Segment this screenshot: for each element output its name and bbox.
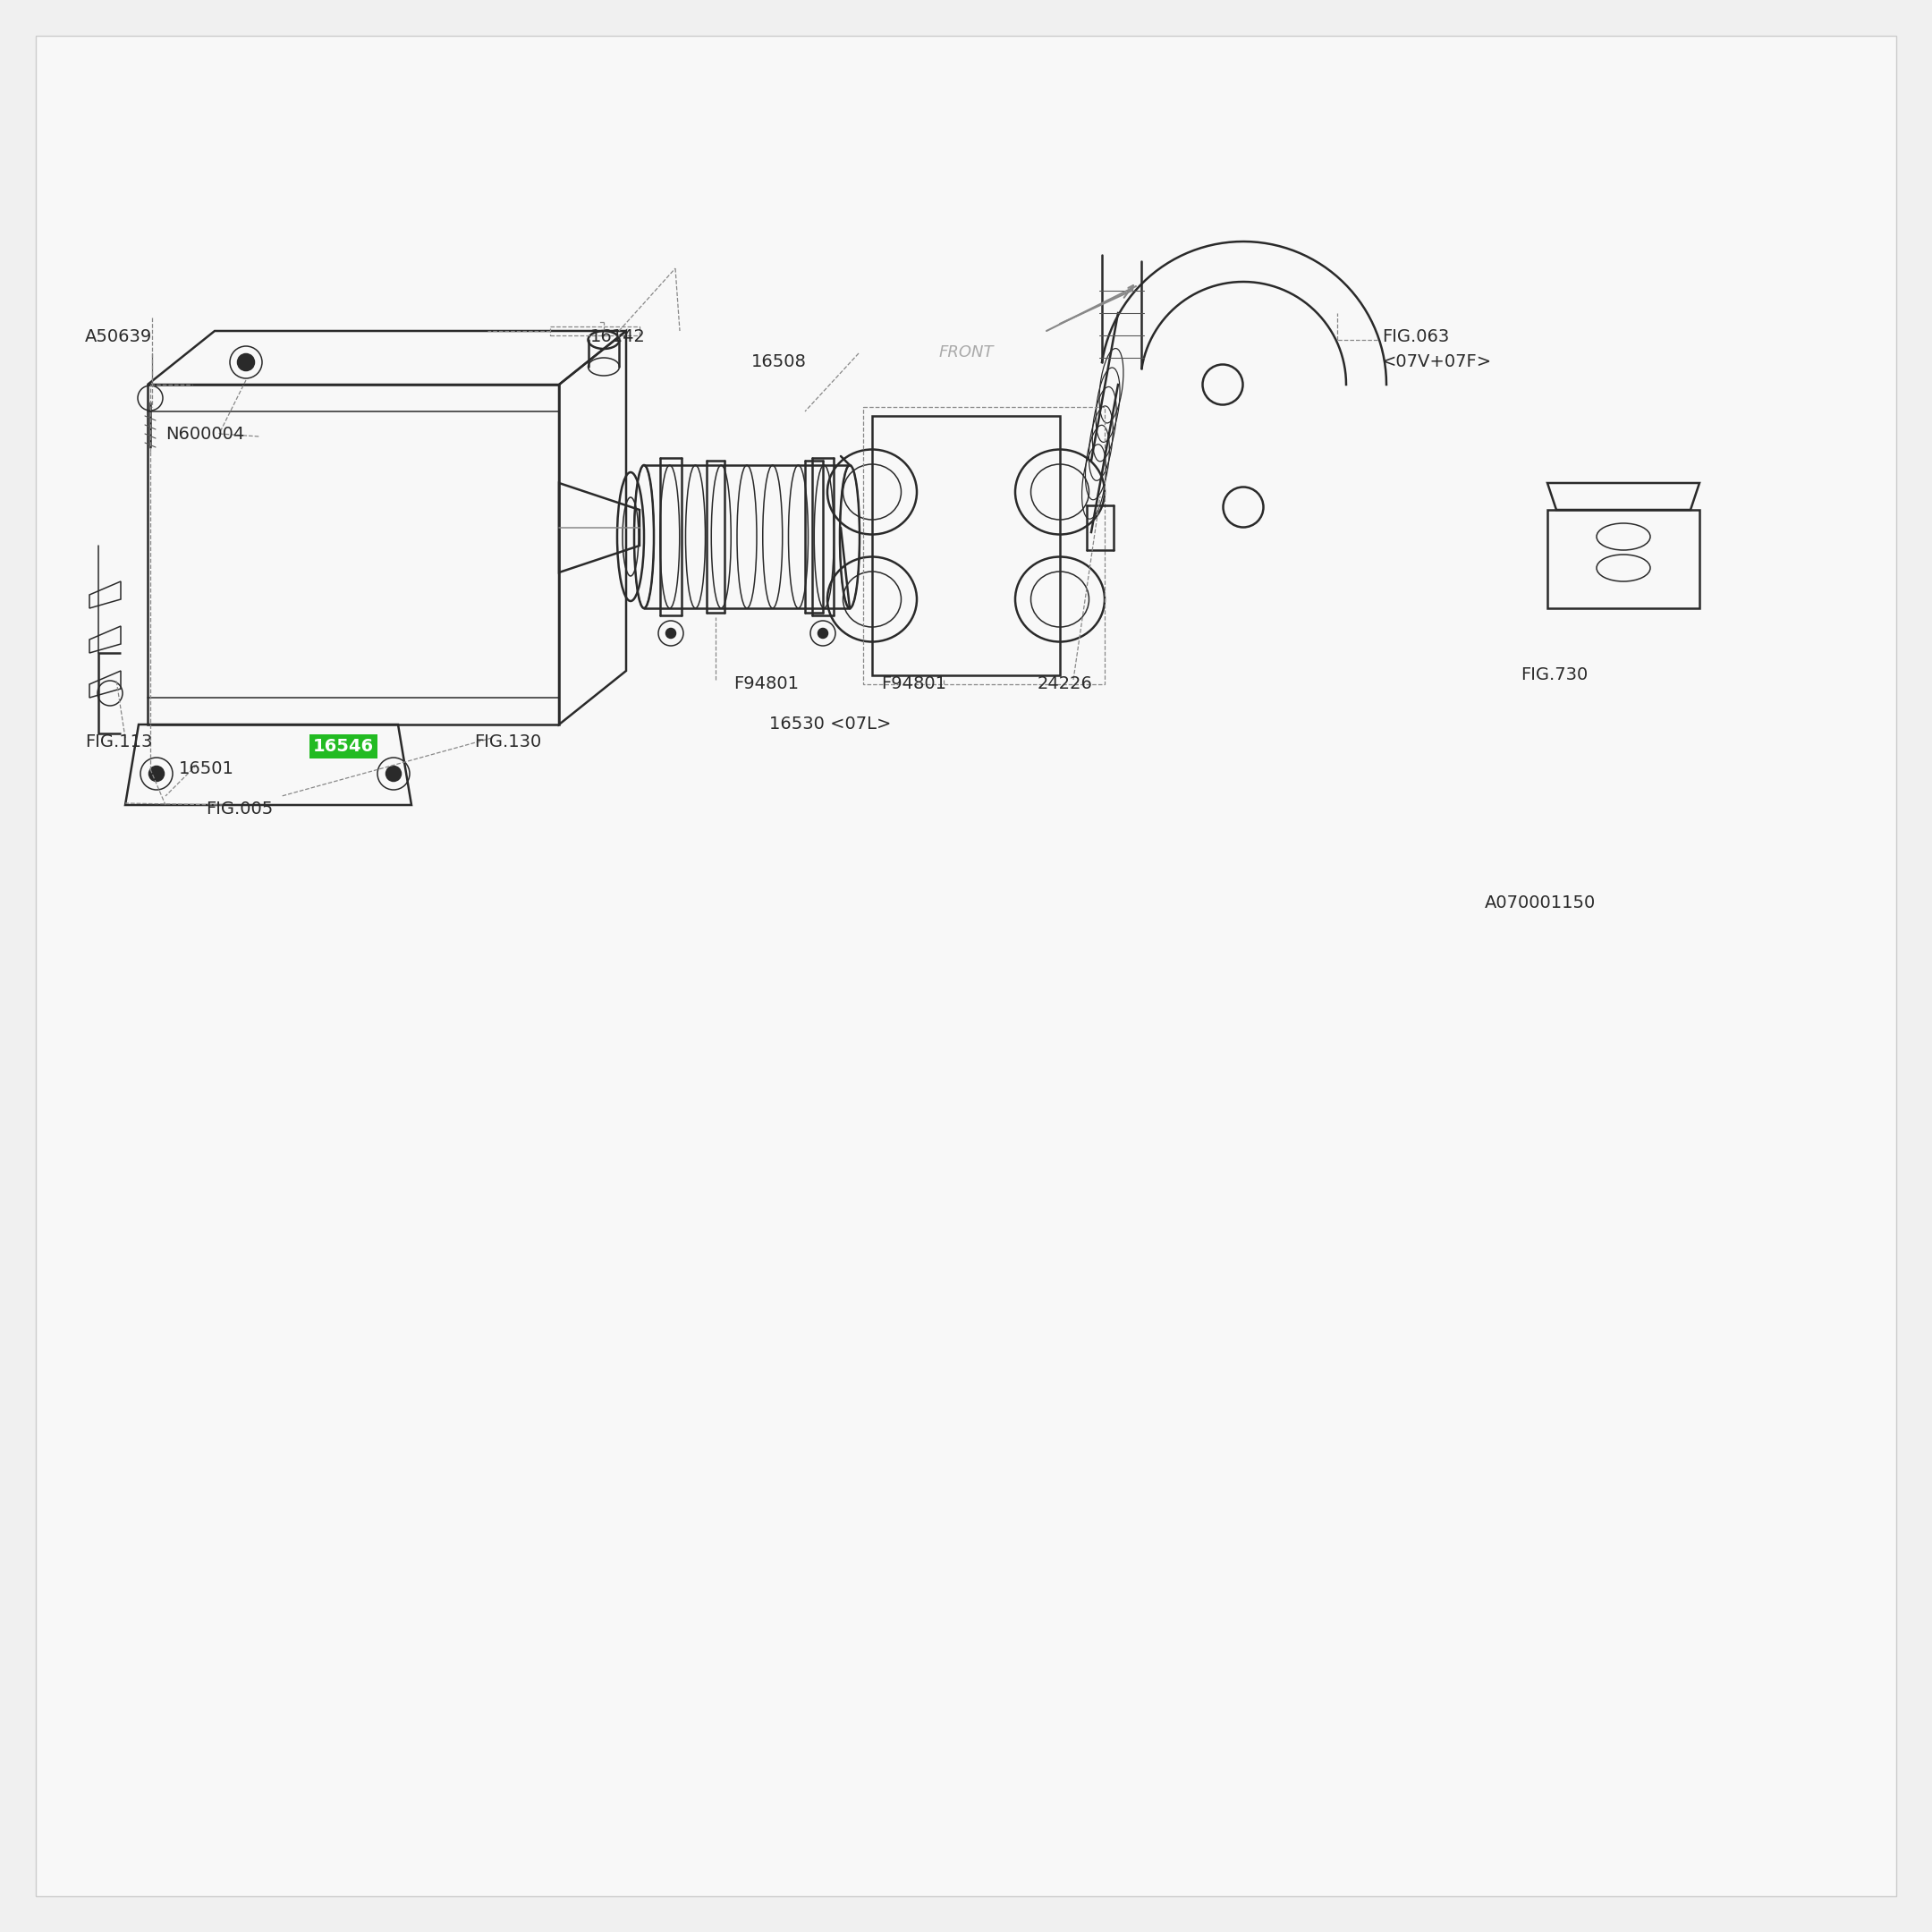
- Text: 16546: 16546: [313, 738, 375, 755]
- Text: 16142: 16142: [591, 328, 645, 346]
- Text: <07V+07F>: <07V+07F>: [1381, 354, 1492, 371]
- Circle shape: [386, 767, 400, 781]
- Circle shape: [819, 628, 827, 638]
- Text: 16501: 16501: [180, 761, 234, 777]
- Text: FIG.730: FIG.730: [1520, 667, 1588, 684]
- Text: FIG.063: FIG.063: [1381, 328, 1449, 346]
- Text: FRONT: FRONT: [939, 344, 995, 361]
- Text: N600004: N600004: [166, 425, 245, 442]
- Text: FIG.130: FIG.130: [473, 734, 541, 750]
- Text: 16508: 16508: [752, 354, 808, 371]
- Circle shape: [238, 354, 253, 371]
- Text: FIG.113: FIG.113: [85, 734, 153, 750]
- Text: A50639: A50639: [85, 328, 153, 346]
- Text: F94801: F94801: [734, 676, 798, 692]
- Text: FIG.005: FIG.005: [205, 800, 272, 817]
- Text: F94801: F94801: [881, 676, 947, 692]
- Circle shape: [667, 628, 676, 638]
- Text: 24226: 24226: [1037, 676, 1094, 692]
- Circle shape: [149, 767, 164, 781]
- Text: A070001150: A070001150: [1486, 895, 1596, 912]
- Text: 16530 <07L>: 16530 <07L>: [769, 715, 891, 732]
